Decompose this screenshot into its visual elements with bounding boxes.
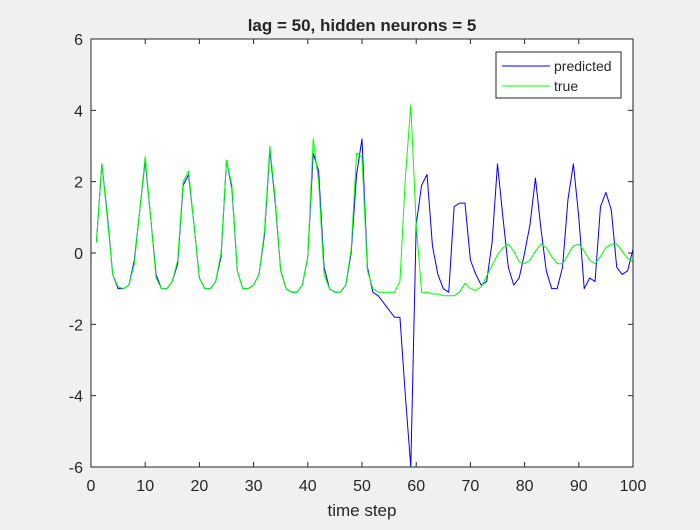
series-layer	[95, 104, 634, 468]
series-line-predicted	[95, 138, 634, 468]
y-tick-label: -6	[69, 460, 83, 477]
x-axis-label: time step	[328, 501, 397, 520]
y-tick-label: 6	[74, 32, 83, 49]
y-tick-label: 4	[74, 103, 83, 120]
plot-frame	[90, 38, 634, 468]
plot-area	[91, 39, 633, 467]
series-line-true	[95, 104, 634, 297]
y-axis: -6 -4 -2 0 2 4 6	[69, 32, 633, 477]
legend: predicted true	[495, 51, 622, 99]
y-tick-label: -4	[69, 389, 83, 406]
y-tick-label: 2	[74, 175, 83, 192]
x-tick-label: 60	[407, 478, 425, 495]
y-tick-label: 0	[74, 246, 83, 263]
x-axis: 0 10 20 30 40 50 60 70 80 90 100	[87, 39, 647, 495]
legend-label-predicted: predicted	[554, 58, 612, 74]
y-tick-label: -2	[69, 317, 83, 334]
legend-label-true: true	[554, 78, 578, 94]
x-tick-label: 90	[570, 478, 588, 495]
x-tick-label: 20	[191, 478, 209, 495]
x-tick-label: 100	[620, 478, 647, 495]
x-tick-label: 40	[299, 478, 317, 495]
x-tick-label: 0	[87, 478, 96, 495]
x-tick-label: 70	[462, 478, 480, 495]
x-tick-label: 80	[516, 478, 534, 495]
x-tick-label: 30	[245, 478, 263, 495]
chart-title: lag = 50, hidden neurons = 5	[248, 16, 477, 35]
legend-box	[495, 51, 622, 99]
x-tick-label: 50	[353, 478, 371, 495]
x-tick-label: 10	[136, 478, 154, 495]
